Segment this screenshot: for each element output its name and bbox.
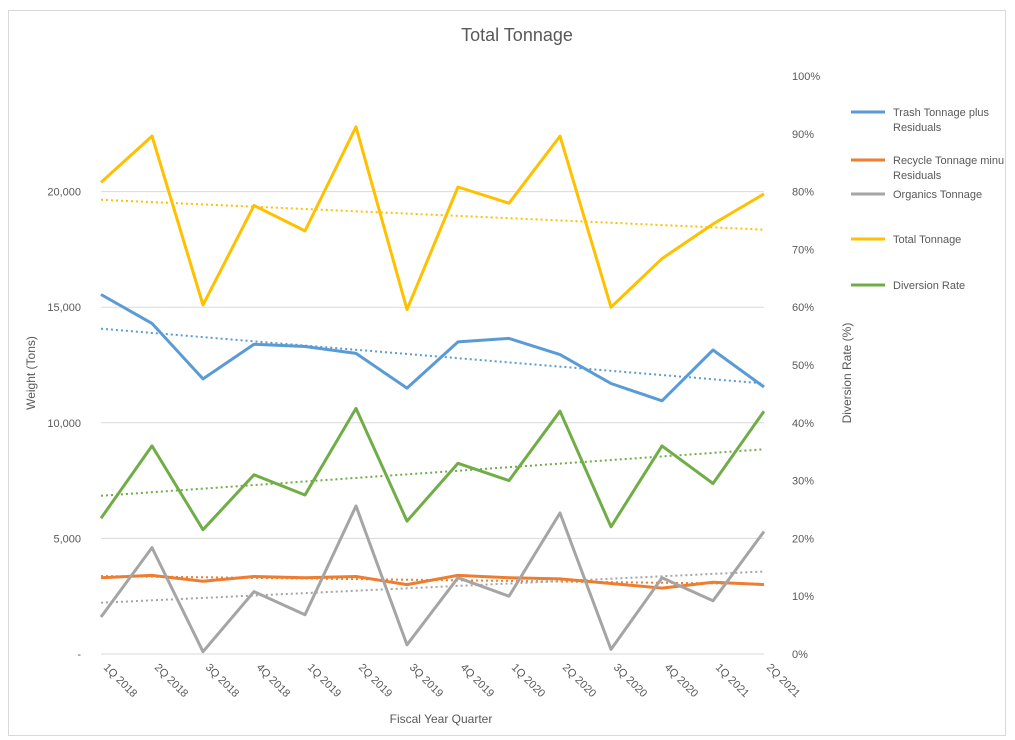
trendline — [100, 570, 765, 604]
chart-title: Total Tonnage — [461, 25, 573, 45]
x-tick-label: 2Q 2018 — [152, 662, 190, 700]
x-tick-label: 4Q 2018 — [254, 662, 292, 700]
y-tick-label: 10,000 — [47, 418, 81, 430]
y-tick-label: 15,000 — [47, 302, 81, 314]
x-tick-label: 3Q 2018 — [203, 662, 241, 700]
y2-axis-label: Diversion Rate (%) — [840, 323, 854, 424]
y2-tick-label: 100% — [792, 71, 820, 83]
series-lines — [99, 125, 766, 654]
x-tick-label: 1Q 2019 — [305, 662, 343, 700]
legend-label: Total Tonnage — [893, 234, 961, 246]
legend-label: Residuals — [893, 122, 942, 134]
x-tick-label: 1Q 2018 — [101, 662, 139, 700]
legend-label: Recycle Tonnage minu — [893, 155, 1004, 167]
x-tick-label: 3Q 2019 — [407, 662, 445, 700]
trendline — [100, 327, 765, 385]
y2-tick-label: 40% — [792, 418, 814, 430]
y2-tick-label: 60% — [792, 302, 814, 314]
y2-tick-label: 20% — [792, 533, 814, 545]
series-line — [99, 504, 766, 654]
legend-label: Organics Tonnage — [893, 189, 982, 201]
trendline — [100, 198, 765, 231]
trendline — [100, 448, 765, 497]
series-line — [99, 125, 765, 311]
y2-tick-label: 80% — [792, 187, 814, 199]
x-tick-label: 2Q 2020 — [560, 662, 598, 700]
y2-axis-tick-labels: 0% 10% 20% 30% 40% 50% 60% 70% 80% 90% 100% — [792, 71, 820, 661]
x-tick-label: 2Q 2019 — [356, 662, 394, 700]
x-tick-label: 1Q 2020 — [509, 662, 547, 700]
y2-tick-label: 70% — [792, 244, 814, 256]
y-axis-label: Weight (Tons) — [24, 336, 38, 410]
x-tick-label: 1Q 2021 — [713, 662, 751, 700]
y-tick-label: - — [77, 649, 81, 661]
gridlines — [101, 191, 764, 655]
y2-tick-label: 10% — [792, 591, 814, 603]
y2-tick-label: 90% — [792, 129, 814, 141]
legend-label: Residuals — [893, 170, 942, 182]
legend-label: Trash Tonnage plus — [893, 107, 990, 119]
y-tick-label: 5,000 — [53, 533, 81, 545]
combo-line-chart: - 5,000 10,000 15,000 20,000 0% 10% 20% 30% 40% 5… — [24, 25, 1004, 726]
series-line — [99, 406, 766, 532]
y-axis-tick-labels: - 5,000 10,000 15,000 20,000 — [47, 187, 81, 661]
trendlines — [100, 198, 765, 604]
x-tick-label: 4Q 2020 — [662, 662, 700, 700]
y2-tick-label: 0% — [792, 649, 808, 661]
x-axis-label: Fiscal Year Quarter — [390, 712, 493, 726]
legend-label: Diversion Rate — [893, 280, 965, 292]
y2-tick-label: 30% — [792, 476, 814, 488]
x-tick-label: 4Q 2019 — [458, 662, 496, 700]
y2-tick-label: 50% — [792, 360, 814, 372]
x-tick-label: 3Q 2020 — [611, 662, 649, 700]
y-tick-label: 20,000 — [47, 187, 81, 199]
chart-frame: - 5,000 10,000 15,000 20,000 0% 10% 20% 30% 40% 5… — [8, 10, 1006, 736]
x-axis-tick-labels: 1Q 2018 2Q 2018 3Q 2018 4Q 2018 1Q 2019 2Q 20… — [101, 662, 802, 700]
legend: Trash Tonnage plus Residuals Recycle Tonna… — [851, 107, 1004, 292]
series-line — [100, 293, 765, 403]
x-tick-label: 2Q 2021 — [764, 662, 802, 700]
